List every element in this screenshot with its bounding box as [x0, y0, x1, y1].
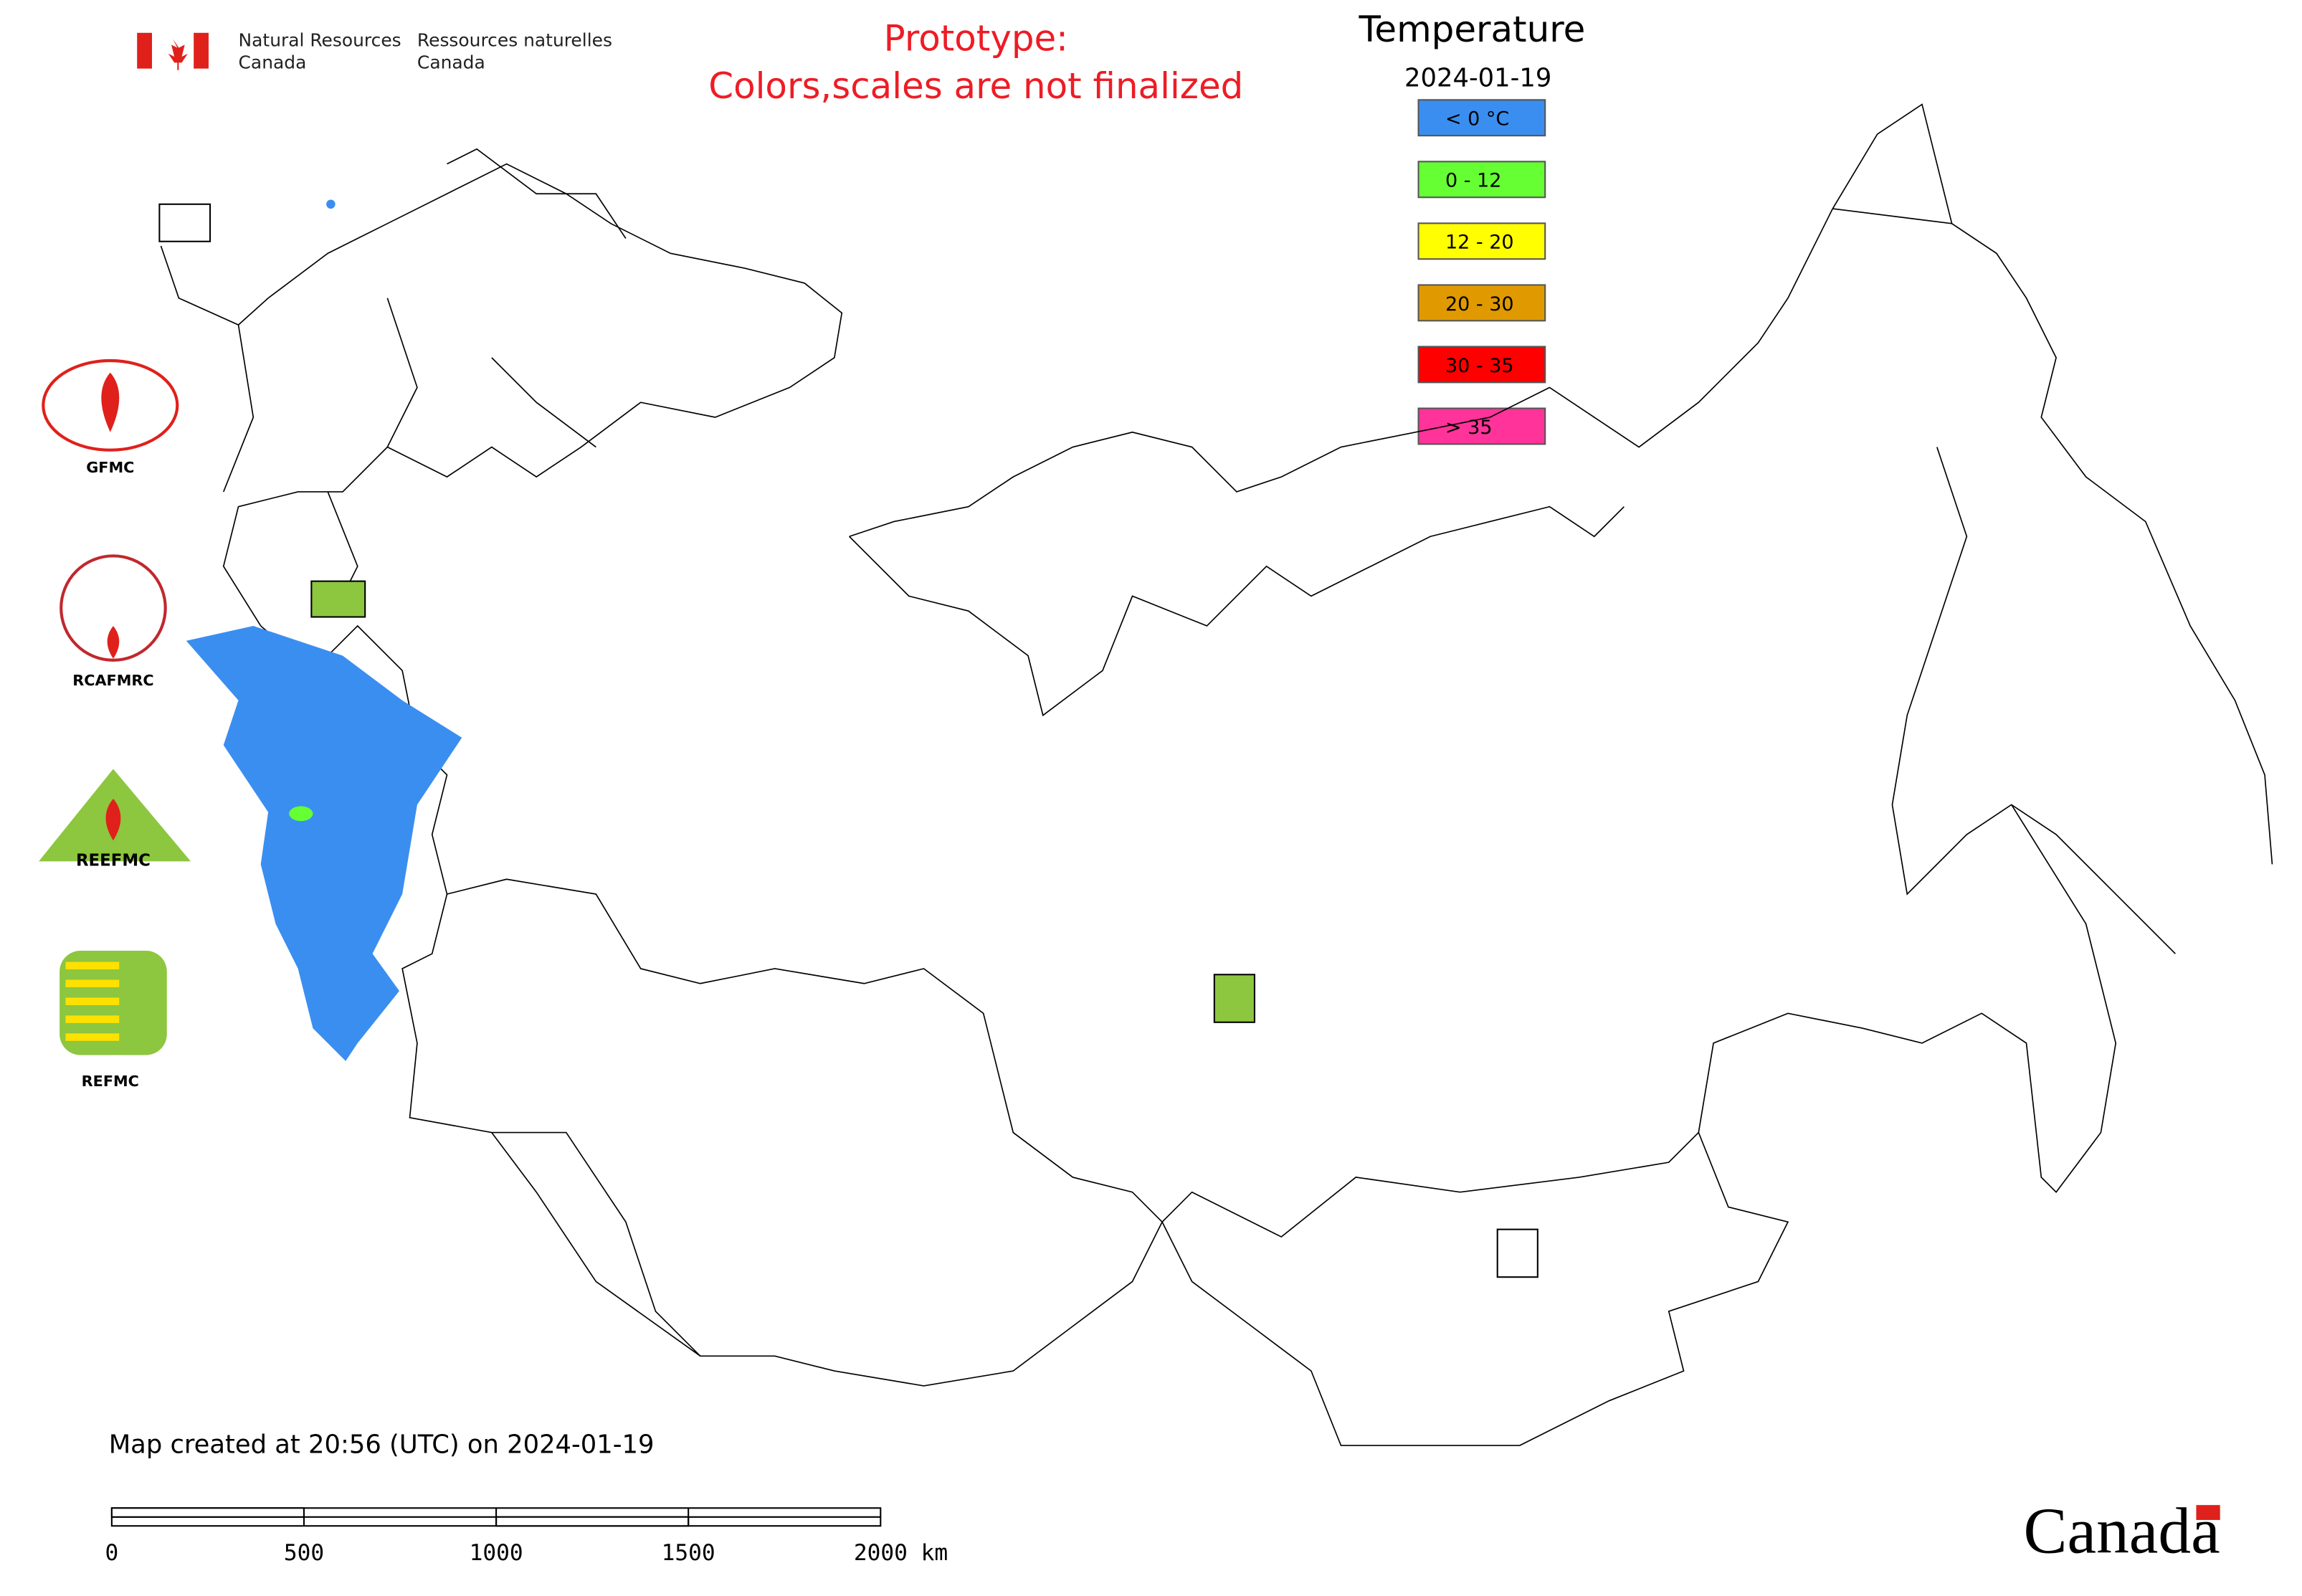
org-name: Canada	[417, 52, 485, 73]
legend-swatch	[1417, 99, 1546, 137]
scale-label: 1000	[470, 1540, 523, 1566]
legend-swatch	[1417, 346, 1546, 384]
legend-swatch	[1417, 284, 1546, 322]
created-note: Map created at 20:56 (UTC) on 2024-01-19	[109, 1430, 655, 1459]
org-name: Canada	[239, 52, 307, 73]
temperature-area	[186, 625, 462, 1061]
map-marker	[1496, 1228, 1538, 1278]
temperature-area	[289, 806, 313, 822]
legend-label: < 0 °C	[1445, 108, 1509, 130]
org-name: Natural Resources	[239, 29, 401, 50]
legend-date: 2024-01-19	[1404, 64, 1551, 93]
nrcan-flag	[137, 32, 209, 70]
map-marker	[310, 580, 366, 618]
scale-bar	[110, 1507, 882, 1527]
legend-swatch	[1417, 161, 1546, 199]
legend-label: 30 - 35	[1445, 355, 1514, 377]
scale-label: 0	[105, 1540, 118, 1566]
reefmc-logo	[39, 769, 191, 862]
gfmc-logo	[42, 358, 179, 452]
logo-label: GFMC	[86, 459, 134, 476]
legend-title: Temperature	[1358, 9, 1585, 50]
refmc-logo	[60, 951, 167, 1055]
wordmark-flag	[2196, 1505, 2220, 1520]
scale-label: 500	[284, 1540, 324, 1566]
legend-label: 0 - 12	[1445, 170, 1501, 192]
logo-label: REEFMC	[76, 852, 151, 870]
rcafmrc-logo	[60, 554, 167, 662]
temperature-area	[326, 199, 336, 209]
map-marker	[158, 203, 211, 242]
legend-label: 12 - 20	[1445, 232, 1514, 254]
legend-label: > 35	[1445, 417, 1493, 439]
map-marker	[1213, 974, 1255, 1023]
org-name: Ressources naturelles	[417, 29, 612, 50]
legend-swatch	[1417, 222, 1546, 260]
logo-label: REFMC	[82, 1073, 139, 1090]
logo-label: RCAFMRC	[72, 672, 153, 689]
notice: Prototype:	[884, 18, 1068, 60]
scale-label: 2000 km	[854, 1540, 948, 1566]
scale-labels: 0 500 1000 1500 2000 km	[105, 1540, 948, 1566]
notice: Colors,scales are not finalized	[708, 65, 1243, 107]
boundaries	[160, 103, 2273, 1446]
legend: < 0 °C 0 - 12 12 - 20 20 - 30 30 - 35 > 35	[1417, 99, 1546, 445]
legend-label: 20 - 30	[1445, 293, 1514, 315]
scale-label: 1500	[662, 1540, 715, 1566]
legend-swatch	[1417, 407, 1546, 445]
canada-wordmark: Canada	[2024, 1495, 2220, 1567]
